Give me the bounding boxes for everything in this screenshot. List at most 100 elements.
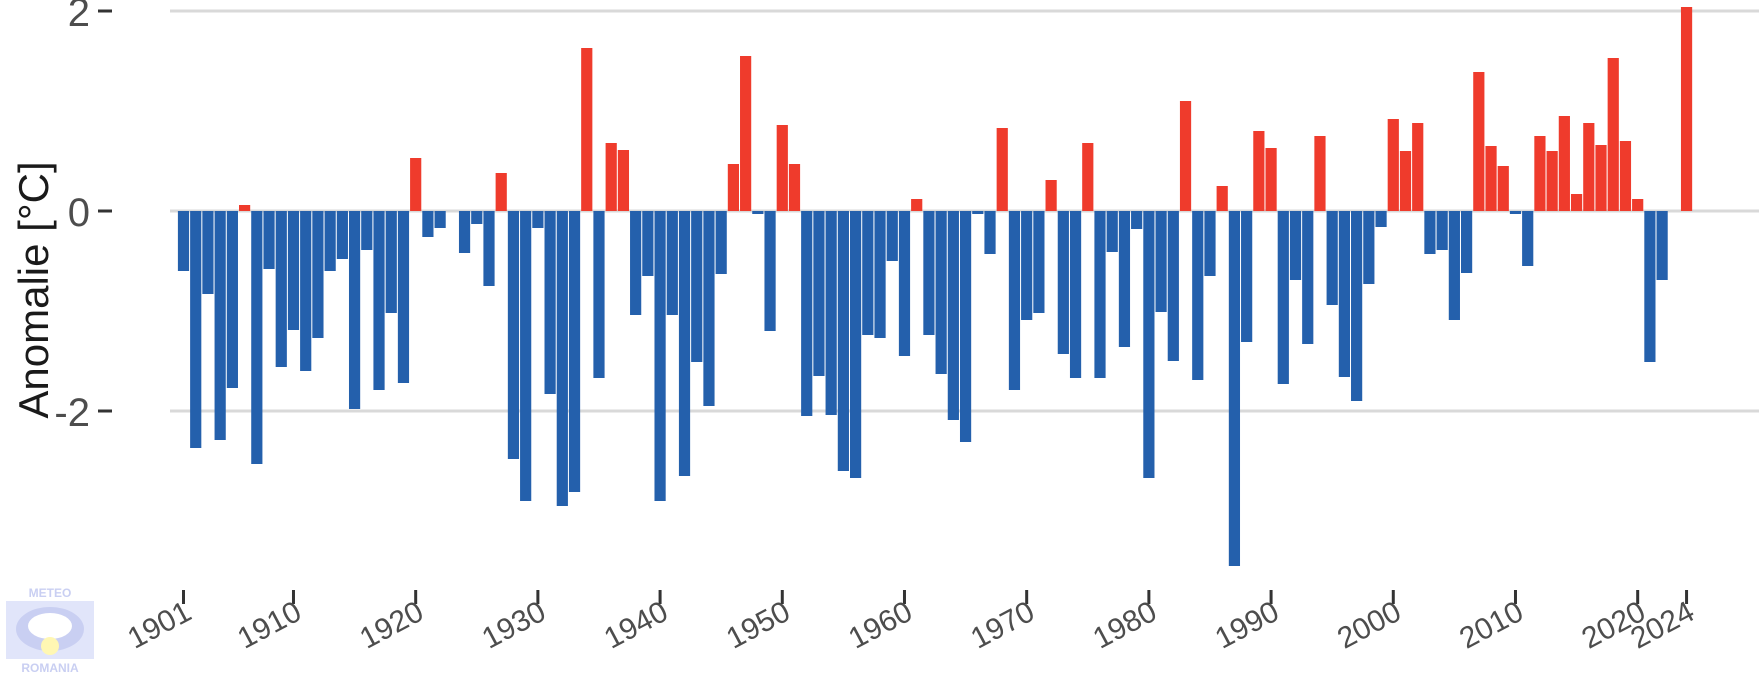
bar-1973	[1057, 211, 1069, 354]
bar-1972	[1045, 180, 1057, 211]
bar-1993	[1302, 211, 1314, 344]
bar-1988	[1241, 211, 1253, 342]
bar-2017	[1595, 145, 1607, 211]
bar-1990	[1265, 148, 1277, 211]
bar-1931	[544, 211, 556, 394]
bar-1984	[1192, 211, 1204, 380]
bar-1921	[422, 211, 434, 237]
bar-1942	[678, 211, 691, 476]
bar-1968	[996, 128, 1008, 211]
bar-1983	[1179, 101, 1192, 211]
bar-2006	[1461, 211, 1473, 273]
bar-1961	[911, 199, 923, 211]
bar-1957	[862, 211, 874, 335]
x-tick-label: 1970	[966, 595, 1040, 655]
bar-1906	[239, 205, 251, 211]
logo-emblem-icon: METEO ROMANIA	[6, 586, 94, 675]
x-tick-label: 1940	[599, 595, 673, 655]
bar-1965	[959, 211, 972, 442]
bar-1916	[361, 211, 373, 250]
bar-1950	[776, 125, 788, 211]
bar-1999	[1375, 211, 1387, 227]
bar-1951	[788, 164, 801, 211]
bars	[177, 7, 1693, 566]
bar-2008	[1485, 146, 1497, 211]
meteo-romania-logo: METEO ROMANIA	[2, 585, 98, 675]
bar-1987	[1228, 211, 1241, 566]
bar-2003	[1424, 211, 1436, 254]
x-tick-label: 1910	[232, 595, 306, 655]
bar-2009	[1497, 166, 1509, 211]
bar-1974	[1069, 211, 1082, 378]
bar-2018	[1607, 58, 1619, 211]
bar-1909	[275, 211, 287, 367]
bar-1971	[1033, 211, 1045, 313]
bar-1941	[666, 211, 678, 315]
bar-1912	[312, 211, 324, 338]
bar-2014	[1558, 116, 1570, 211]
x-tick-label: 1920	[355, 595, 429, 655]
bar-1934	[581, 48, 593, 211]
y-axis-title: Anomalie [°C]	[10, 161, 57, 418]
bar-1933	[568, 211, 581, 492]
bar-1970	[1021, 211, 1033, 320]
bar-1917	[373, 211, 385, 390]
bar-2019	[1619, 141, 1632, 211]
bar-1969	[1008, 211, 1021, 390]
x-tick-label: 1980	[1088, 595, 1162, 655]
bar-1914	[336, 211, 348, 259]
x-tick-label: 1950	[721, 595, 795, 655]
bar-1982	[1167, 211, 1179, 361]
bar-1946	[727, 164, 739, 211]
bar-1928	[507, 211, 520, 459]
bar-2013	[1546, 151, 1558, 211]
bar-2010	[1509, 211, 1522, 214]
bar-2015	[1570, 194, 1583, 211]
bar-1975	[1082, 143, 1094, 211]
bar-1910	[287, 211, 300, 330]
bar-1954	[825, 211, 837, 415]
bar-2002	[1412, 123, 1424, 211]
bar-1924	[458, 211, 471, 253]
x-tick-label: 2010	[1454, 595, 1528, 655]
bar-1925	[471, 211, 483, 224]
bar-1907	[251, 211, 263, 464]
bar-1949	[764, 211, 776, 331]
bar-1903	[202, 211, 214, 294]
bar-2016	[1583, 123, 1595, 211]
x-tick-label: 1990	[1210, 595, 1284, 655]
y-tick-label: 0	[68, 191, 90, 235]
bar-2020	[1632, 199, 1644, 211]
bar-1955	[837, 211, 849, 471]
bar-1901	[177, 211, 190, 271]
x-tick-label: 2000	[1332, 595, 1406, 655]
bar-1932	[556, 211, 568, 506]
y-tick-label: -2	[54, 391, 90, 435]
bar-2021	[1644, 211, 1656, 362]
bar-1937	[617, 150, 630, 211]
bar-1948	[752, 211, 764, 214]
bar-1905	[226, 211, 238, 388]
bar-2007	[1473, 72, 1485, 211]
bar-1959	[886, 211, 898, 261]
bar-1986	[1216, 186, 1228, 211]
bar-1960	[898, 211, 911, 356]
bar-1918	[385, 211, 397, 313]
bar-1915	[348, 211, 361, 409]
bar-1936	[605, 143, 617, 211]
bar-1995	[1326, 211, 1338, 305]
bar-1967	[984, 211, 996, 254]
bar-1976	[1094, 211, 1106, 378]
bar-2011	[1522, 211, 1534, 266]
bar-1929	[520, 211, 532, 501]
bar-1996	[1338, 211, 1350, 377]
bar-1977	[1106, 211, 1118, 252]
bar-1963	[935, 211, 947, 374]
bar-1939	[642, 211, 654, 276]
bar-1979	[1131, 211, 1143, 229]
bar-1944	[703, 211, 715, 406]
bar-1911	[300, 211, 312, 371]
y-tick-label: 2	[68, 0, 90, 35]
bar-1902	[190, 211, 202, 448]
